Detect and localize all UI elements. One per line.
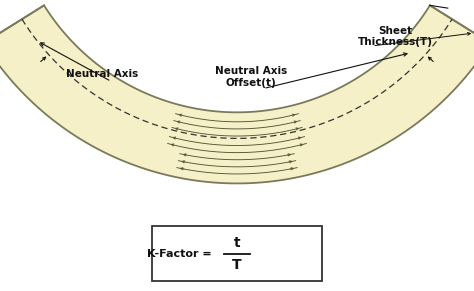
Bar	[152, 226, 322, 281]
Text: K-Factor =: K-Factor =	[147, 249, 216, 259]
Text: T: T	[232, 258, 242, 272]
Text: Neutral Axis: Neutral Axis	[66, 69, 138, 79]
Text: Neutral Axis
Offset(t): Neutral Axis Offset(t)	[215, 66, 287, 88]
Polygon shape	[0, 5, 474, 183]
Text: t: t	[234, 236, 240, 250]
Text: Sheet
Thickness(T): Sheet Thickness(T)	[358, 26, 433, 47]
